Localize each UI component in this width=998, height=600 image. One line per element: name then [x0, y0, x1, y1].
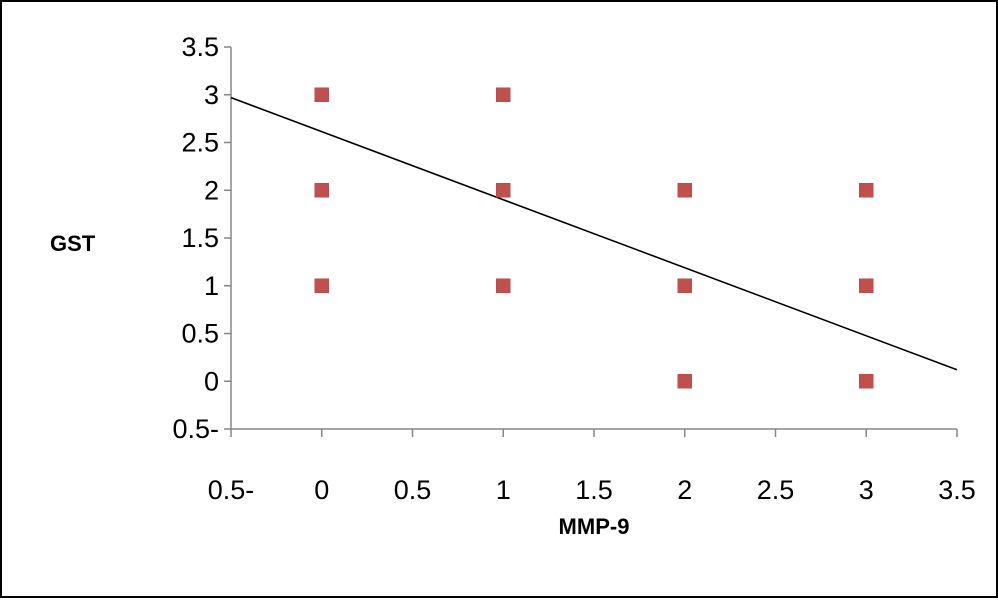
x-tick-label: 2.5: [757, 475, 795, 505]
y-tick-label: 3.5: [181, 32, 219, 62]
data-point: [314, 183, 329, 198]
data-point: [677, 278, 692, 293]
x-tick-label: 1.5: [575, 475, 613, 505]
x-tick-label: 3: [859, 475, 874, 505]
y-tick-label: 0.5-: [172, 414, 219, 444]
y-tick-label: 2.5: [181, 128, 219, 158]
axes: [224, 46, 958, 437]
data-point: [677, 183, 692, 198]
trendline: [230, 96, 958, 371]
trendline-layer: [230, 96, 958, 371]
data-point: [859, 183, 874, 198]
y-tick-label: 1: [204, 271, 219, 301]
y-tick-label: 2: [204, 175, 219, 205]
x-tick-label: 0: [314, 475, 329, 505]
y-tick-label: 0.5: [181, 319, 219, 349]
data-point: [677, 374, 692, 389]
y-axis-title: GST: [50, 231, 96, 256]
data-point: [859, 374, 874, 389]
data-point: [496, 278, 511, 293]
x-tick-label: 3.5: [938, 475, 976, 505]
x-tick-label: 0.5-: [208, 475, 255, 505]
data-points: [314, 87, 874, 389]
data-point: [314, 278, 329, 293]
y-tick-label: 3: [204, 80, 219, 110]
x-tick-label: 0.5: [394, 475, 432, 505]
y-tick-label: 0: [204, 366, 219, 396]
data-point: [859, 278, 874, 293]
data-point: [496, 183, 511, 198]
data-point: [496, 87, 511, 102]
data-point: [314, 87, 329, 102]
y-tick-label: 1.5: [181, 223, 219, 253]
tick-labels: 0.5- 0 0.5 1 1.5 2 2.5 3 3.5 0.5- 0 0.5 1 1.5 2 2.5 3 3.5: [172, 32, 975, 505]
x-tick-label: 1: [496, 475, 511, 505]
x-axis-title: MMP-9: [559, 514, 630, 539]
x-tick-label: 2: [677, 475, 692, 505]
